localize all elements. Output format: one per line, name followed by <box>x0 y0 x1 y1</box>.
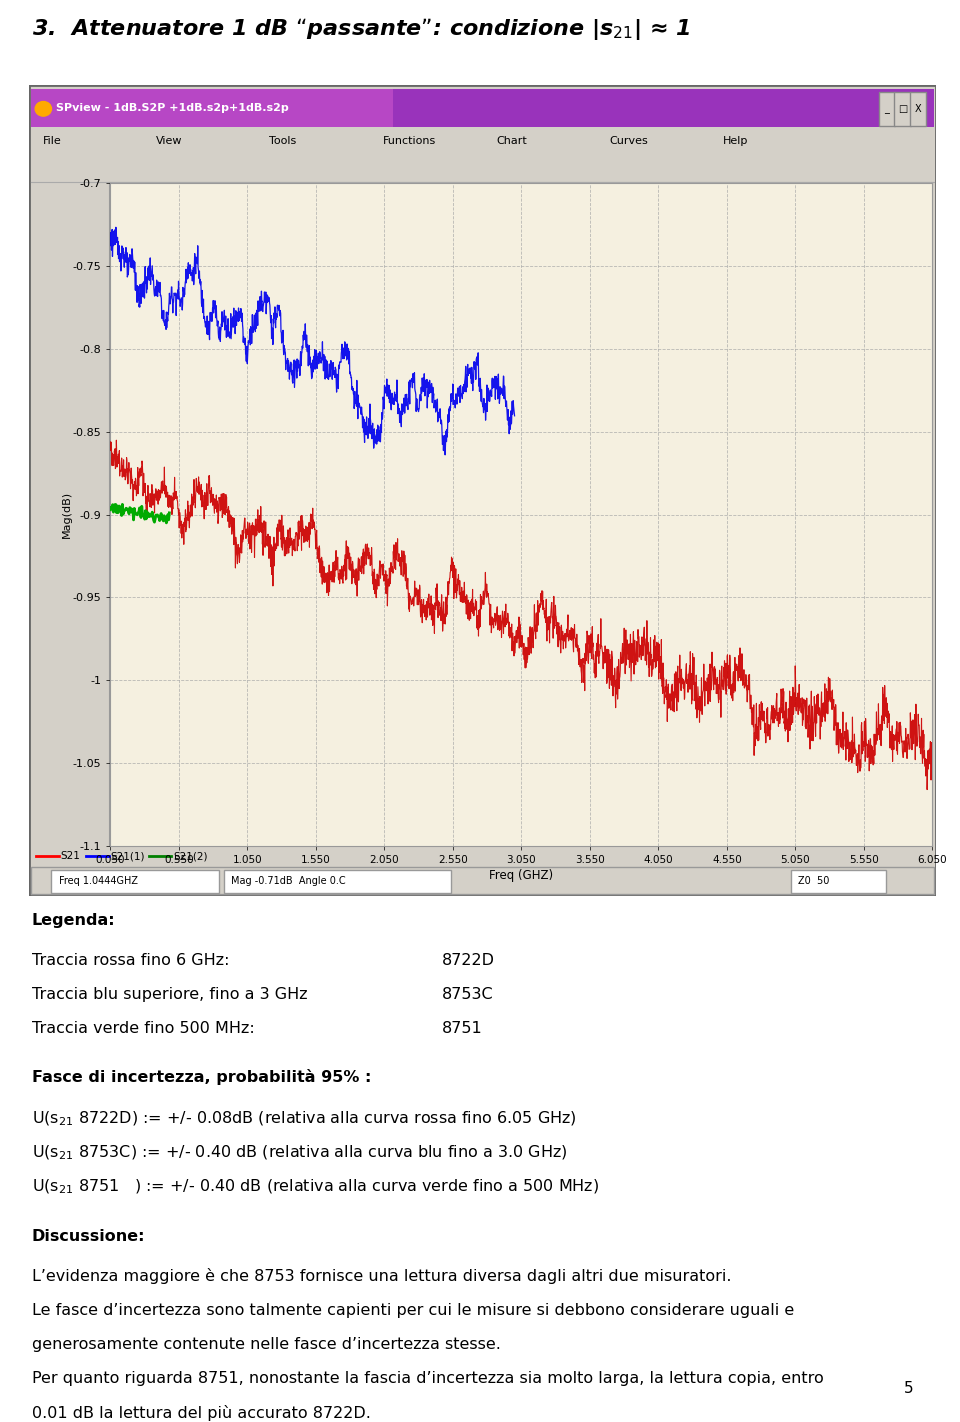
Text: □: □ <box>898 104 907 114</box>
Text: Traccia verde fino 500 MHz:: Traccia verde fino 500 MHz: <box>32 1021 254 1037</box>
Circle shape <box>36 101 52 117</box>
Text: U(s$_{21}$ 8722D) := +/- 0.08dB (relativa alla curva rossa fino 6.05 GHz): U(s$_{21}$ 8722D) := +/- 0.08dB (relativ… <box>32 1109 577 1128</box>
Text: Le fasce d’incertezza sono talmente capienti per cui le misure si debbono consid: Le fasce d’incertezza sono talmente capi… <box>32 1303 794 1318</box>
Text: 8753C: 8753C <box>442 987 493 1003</box>
FancyBboxPatch shape <box>52 870 219 893</box>
Text: Mag(dB): Mag(dB) <box>61 492 72 539</box>
Text: S21(2): S21(2) <box>173 852 207 862</box>
FancyBboxPatch shape <box>110 183 932 846</box>
FancyBboxPatch shape <box>224 870 450 893</box>
FancyBboxPatch shape <box>31 90 394 128</box>
FancyBboxPatch shape <box>31 866 934 894</box>
Text: Help: Help <box>723 137 748 146</box>
Text: Traccia rossa fino 6 GHz:: Traccia rossa fino 6 GHz: <box>32 953 229 968</box>
Text: Tools: Tools <box>269 137 297 146</box>
Text: 5: 5 <box>904 1381 914 1396</box>
Text: Z0  50: Z0 50 <box>798 876 829 886</box>
Text: U(s$_{21}$ 8751   ) := +/- 0.40 dB (relativa alla curva verde fino a 500 MHz): U(s$_{21}$ 8751 ) := +/- 0.40 dB (relati… <box>32 1177 599 1196</box>
Text: L’evidenza maggiore è che 8753 fornisce una lettura diversa dagli altri due misu: L’evidenza maggiore è che 8753 fornisce … <box>32 1268 732 1284</box>
Text: Chart: Chart <box>496 137 527 146</box>
Text: Freq 1.0444GHZ: Freq 1.0444GHZ <box>59 876 137 886</box>
Text: 3.  Attenuatore 1 dB “passante”: condizione |s$_{21}$| ≈ 1: 3. Attenuatore 1 dB “passante”: condizio… <box>32 16 690 41</box>
Text: Curves: Curves <box>610 137 648 146</box>
Text: 8722D: 8722D <box>442 953 494 968</box>
FancyBboxPatch shape <box>31 183 108 846</box>
Text: Per quanto riguarda 8751, nonostante la fascia d’incertezza sia molto larga, la : Per quanto riguarda 8751, nonostante la … <box>32 1371 824 1386</box>
Text: View: View <box>156 137 182 146</box>
Text: U(s$_{21}$ 8753C) := +/- 0.40 dB (relativa alla curva blu fino a 3.0 GHz): U(s$_{21}$ 8753C) := +/- 0.40 dB (relati… <box>32 1143 567 1162</box>
Text: Legenda:: Legenda: <box>32 913 115 929</box>
Text: File: File <box>42 137 61 146</box>
X-axis label: Freq (GHZ): Freq (GHZ) <box>490 869 554 882</box>
Text: Functions: Functions <box>383 137 436 146</box>
Text: Mag -0.71dB  Angle 0.C: Mag -0.71dB Angle 0.C <box>231 876 346 886</box>
Text: generosamente contenute nelle fasce d’incertezza stesse.: generosamente contenute nelle fasce d’in… <box>32 1337 500 1352</box>
FancyBboxPatch shape <box>31 90 934 128</box>
Text: _: _ <box>884 104 890 114</box>
Text: Discussione:: Discussione: <box>32 1229 145 1244</box>
Text: S21: S21 <box>60 852 81 862</box>
FancyBboxPatch shape <box>878 92 895 127</box>
FancyBboxPatch shape <box>910 92 926 127</box>
Text: 0.01 dB la lettura del più accurato 8722D.: 0.01 dB la lettura del più accurato 8722… <box>32 1405 371 1421</box>
FancyBboxPatch shape <box>31 155 934 181</box>
Text: S21(1): S21(1) <box>110 852 145 862</box>
FancyBboxPatch shape <box>31 129 934 154</box>
FancyBboxPatch shape <box>895 92 911 127</box>
Text: Fasce di incertezza, probabilità 95% :: Fasce di incertezza, probabilità 95% : <box>32 1069 372 1085</box>
FancyBboxPatch shape <box>791 870 886 893</box>
Text: X: X <box>915 104 922 114</box>
FancyBboxPatch shape <box>29 85 936 896</box>
Text: SPview - 1dB.S2P +1dB.s2p+1dB.s2p: SPview - 1dB.S2P +1dB.s2p+1dB.s2p <box>56 102 289 112</box>
Text: 8751: 8751 <box>442 1021 482 1037</box>
Text: Traccia blu superiore, fino a 3 GHz: Traccia blu superiore, fino a 3 GHz <box>32 987 307 1003</box>
FancyBboxPatch shape <box>31 848 934 865</box>
